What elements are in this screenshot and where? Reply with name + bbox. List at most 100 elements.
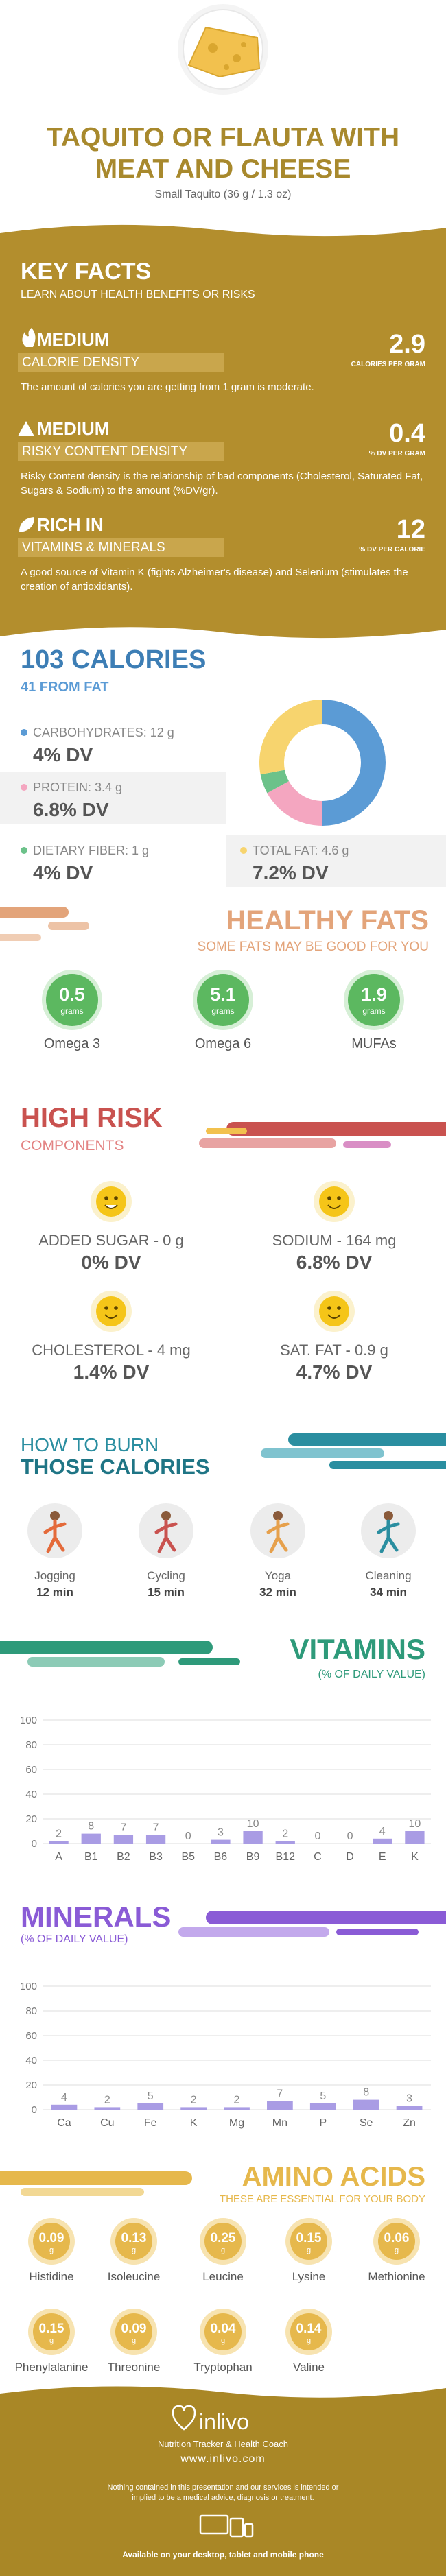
smiley-eye (337, 1306, 341, 1310)
y-tick-label: 40 (25, 1789, 37, 1800)
fat-circle (348, 974, 400, 1026)
section-title: KEY FACTS (21, 259, 152, 285)
amino-amount: 0.04 (210, 2322, 236, 2336)
key-facts-bg (0, 224, 446, 639)
amino-amount: 0.25 (210, 2231, 236, 2245)
amino-name: Tryptophan (193, 2361, 253, 2374)
stripe (0, 934, 41, 941)
amino-circle (204, 2223, 242, 2260)
fact-name: RISKY CONTENT DENSITY (22, 444, 188, 459)
value-label: 7 (277, 2088, 283, 2099)
section-title: MINERALS (21, 1900, 172, 1933)
x-tick-label: B6 (214, 1851, 228, 1863)
cheese-hole (241, 42, 246, 47)
device-tablet (229, 2517, 244, 2538)
fact-text: Risky Content density is the relationshi… (21, 470, 423, 497)
smiley-eye (327, 1196, 331, 1200)
activity-name: Cleaning (365, 1569, 412, 1582)
stripe (27, 1657, 165, 1667)
available: Available on your desktop, tablet and mo… (122, 2550, 324, 2560)
amino-unit: g (49, 2246, 54, 2254)
y-tick-label: 80 (25, 1739, 37, 1751)
section-title: HOW TO BURN (21, 1434, 159, 1455)
x-tick-label: Se (360, 2117, 373, 2129)
bar (353, 2099, 379, 2110)
fat-amount: 0.5 (59, 984, 85, 1005)
activity-figure (43, 1519, 67, 1553)
nutrient-dot (240, 847, 247, 854)
risk-label: SAT. FAT - 0.9 g (280, 1341, 388, 1359)
y-tick-label: 60 (25, 2030, 37, 2042)
cheese-hole (208, 43, 218, 53)
url: www.inlivo.com (180, 2453, 266, 2465)
activity-name: Jogging (34, 1569, 75, 1582)
cheese (187, 26, 261, 78)
value-label: 7 (120, 1822, 126, 1833)
stripe (343, 1141, 391, 1148)
section-title: HEALTHY FATS (226, 905, 429, 935)
value-label: 5 (148, 2090, 154, 2102)
nutrient-dv: 4% DV (33, 862, 93, 883)
section-subtitle: THOSE CALORIES (21, 1455, 210, 1479)
activity-time: 34 min (370, 1586, 407, 1599)
fat-unit: grams (60, 1006, 84, 1016)
cheese-hole (224, 64, 229, 70)
x-tick-label: D (346, 1851, 354, 1863)
x-tick-label: Zn (403, 2117, 416, 2129)
amino-unit: g (220, 2246, 226, 2254)
amino-name: Phenylalanine (14, 2361, 89, 2374)
section-title: AMINO ACIDS (242, 2162, 425, 2192)
warning-icon (18, 421, 34, 436)
value-label: 8 (88, 1821, 94, 1833)
activity-head (50, 1511, 60, 1520)
stripe (199, 1138, 336, 1148)
fat-unit: grams (362, 1006, 386, 1016)
amino-circle (290, 2223, 327, 2260)
value-label: 2 (234, 2094, 240, 2106)
stripe (206, 1911, 446, 1924)
stripe (329, 1461, 446, 1469)
amino-unit: g (306, 2246, 312, 2254)
activity-name: Yoga (264, 1569, 292, 1582)
donut-slice (260, 770, 289, 794)
leaf-icon (19, 517, 34, 532)
bar (309, 2103, 336, 2110)
section-title: VITAMINS (290, 1633, 425, 1665)
fat-name: Omega 6 (194, 1036, 252, 1051)
smiley (96, 1296, 126, 1326)
x-tick-label: B5 (181, 1851, 195, 1863)
amino-circle (115, 2313, 152, 2350)
section-subtitle: SOME FATS MAY BE GOOD FOR YOU (197, 940, 429, 954)
amino-name: Methionine (368, 2270, 425, 2283)
amino-name: Threonine (107, 2361, 161, 2374)
value-label: 4 (61, 2092, 67, 2103)
bar (224, 2107, 250, 2110)
flame-icon (22, 328, 36, 347)
fact-name-box (18, 442, 224, 461)
y-tick-label: 20 (25, 2079, 37, 2091)
cheese-hole (233, 54, 241, 62)
value-label: 2 (104, 2094, 110, 2106)
value-label: 0 (185, 1830, 191, 1842)
value-label: 2 (191, 2094, 197, 2106)
x-tick-label: Fe (144, 2117, 157, 2129)
amino-amount: 0.06 (384, 2231, 410, 2245)
x-tick-label: B3 (149, 1851, 163, 1863)
x-tick-label: Ca (57, 2117, 71, 2129)
stripe (0, 2171, 192, 2185)
risk-label: CHOLESTEROL - 4 mg (32, 1341, 191, 1359)
title: TAQUITO OR FLAUTA WITH MEAT AND CHEESE (46, 123, 400, 184)
fact-unit: % DV PER CALORIE (359, 546, 425, 553)
smiley-eye (114, 1196, 118, 1200)
smiley-eye (104, 1306, 108, 1310)
y-tick-label: 100 (20, 1981, 37, 1992)
value-label: 3 (406, 2093, 412, 2105)
y-tick-label: 60 (25, 1764, 37, 1776)
amino-name: Leucine (202, 2270, 244, 2283)
amino-amount: 0.13 (121, 2231, 147, 2245)
value-label: 7 (153, 1822, 159, 1833)
fact-value: 0.4 (389, 419, 425, 448)
x-tick-label: K (411, 1851, 419, 1863)
donut-slice (259, 700, 322, 775)
